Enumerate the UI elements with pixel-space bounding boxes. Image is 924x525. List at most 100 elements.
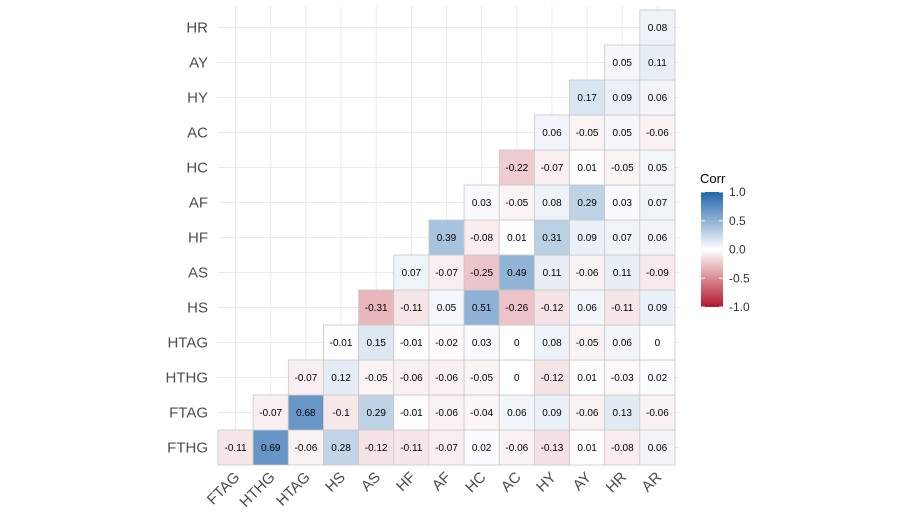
heatmap-cell-FTHG-AC	[498, 429, 535, 466]
cell-value-label: -0.09	[646, 268, 669, 279]
cell-value-label: 0.07	[648, 198, 668, 209]
heatmap-cell-HF-HC	[463, 219, 500, 256]
heatmap-cell-AS-HC	[463, 254, 500, 291]
heatmap-cell-HS-HY	[533, 289, 570, 326]
cell-value-label: 0.06	[507, 408, 527, 419]
heatmap-cell-AS-AR	[639, 254, 676, 291]
cell-value-label: -0.06	[294, 443, 317, 454]
heatmap-cell-AC-HY	[533, 114, 570, 151]
cell-value-label: -0.05	[470, 373, 493, 384]
cell-value-label: -0.13	[541, 443, 564, 454]
heatmap-cell-FTHG-HY	[533, 429, 570, 466]
heatmap-cell-FTAG-HTHG	[252, 394, 289, 431]
cell-value-label: -0.06	[646, 128, 669, 139]
heatmap-cell-HTAG-AF	[428, 324, 465, 361]
y-tick-label: HF	[188, 230, 208, 247]
heatmap-cell-HTAG-AY	[569, 324, 606, 361]
cell-value-label: 0.02	[648, 373, 668, 384]
heatmap-cell-FTHG-HS	[323, 429, 360, 466]
cell-value-label: -0.07	[541, 163, 564, 174]
x-tick-label: AF	[429, 469, 455, 495]
heatmap-cell-AS-AY	[569, 254, 606, 291]
y-tick-label: AF	[189, 195, 208, 212]
x-tick-label: HTHG	[236, 469, 278, 511]
cell-value-label: 0.08	[648, 23, 668, 34]
cell-value-label: 0.11	[543, 268, 562, 279]
cell-value-label: 0.07	[613, 233, 633, 244]
legend-tick-label: 1.0	[729, 185, 746, 199]
cell-value-label: 0	[514, 373, 520, 384]
x-tick-label: HF	[393, 469, 419, 495]
cell-value-label: -0.07	[435, 443, 458, 454]
cell-value-label: 0.03	[613, 198, 633, 209]
heatmap-cell-HS-AS	[358, 289, 395, 326]
heatmap-cell-FTHG-AS	[358, 429, 395, 466]
cell-value-label: 0.31	[542, 233, 562, 244]
y-tick-label: HY	[187, 90, 208, 107]
cell-value-label: -0.07	[294, 373, 317, 384]
heatmap-cell-FTAG-HY	[533, 394, 570, 431]
heatmap-cell-HS-HC	[463, 289, 500, 326]
cell-value-label: -0.1	[332, 408, 350, 419]
heatmap-cell-HF-AR	[639, 219, 676, 256]
cell-value-label: 0.51	[472, 303, 492, 314]
heatmap-cell-FTHG-HC	[463, 429, 500, 466]
cell-value-label: -0.03	[611, 373, 634, 384]
legend-tick-label: -1.0	[729, 300, 750, 314]
cell-value-label: 0.09	[613, 93, 633, 104]
y-tick-label: HR	[186, 20, 208, 37]
y-axis-labels: FTHG FTAG HTHG HTAG HS AS HF AF HC AC HY AY HR	[166, 20, 209, 457]
cell-value-label: 0.39	[437, 233, 457, 244]
heatmap-cell-HTHG-HY	[533, 359, 570, 396]
cell-value-label: -0.06	[435, 408, 458, 419]
cell-value-label: 0.05	[648, 163, 668, 174]
heatmap-cell-FTHG-AR	[639, 429, 676, 466]
cell-value-label: 0.06	[648, 443, 668, 454]
cell-value-label: -0.04	[470, 408, 493, 419]
heatmap-cell-AS-HR	[604, 254, 641, 291]
y-tick-label: AC	[187, 125, 208, 142]
x-tick-label: AY	[570, 469, 595, 494]
cell-value-label: 0.01	[577, 443, 597, 454]
cell-value-label: -0.08	[611, 443, 634, 454]
heatmap-cell-HY-AY	[569, 79, 606, 116]
heatmap-cell-FTHG-HR	[604, 429, 641, 466]
cell-value-label: 0.28	[331, 443, 351, 454]
cell-value-label: 0.03	[472, 198, 492, 209]
heatmap-cell-HTHG-AS	[358, 359, 395, 396]
cell-value-label: -0.06	[505, 443, 528, 454]
heatmap-cell-AF-AR	[639, 184, 676, 221]
y-tick-label: AS	[188, 265, 208, 282]
cell-value-label: -0.12	[541, 373, 564, 384]
cell-value-label: -0.11	[400, 443, 422, 454]
cell-value-label: 0.13	[613, 408, 633, 419]
cell-value-label: 0.05	[613, 128, 633, 139]
heatmap-cell-HTAG-HF	[393, 324, 430, 361]
cell-value-label: 0.06	[577, 303, 597, 314]
cell-value-label: -0.06	[646, 408, 669, 419]
x-tick-label: HTAG	[273, 469, 314, 510]
x-tick-label: HY	[533, 469, 560, 496]
cell-value-label: 0.01	[577, 163, 597, 174]
cell-value-label: 0.09	[648, 303, 668, 314]
cell-value-label: 0.01	[507, 233, 527, 244]
cell-value-label: 0.49	[507, 268, 527, 279]
y-tick-label: HC	[186, 160, 208, 177]
heatmap-cell-HS-AC	[498, 289, 535, 326]
cell-value-label: -0.12	[541, 303, 564, 314]
heatmap-cell-FTHG-AY	[569, 429, 606, 466]
cell-value-label: 0.05	[437, 303, 457, 314]
cell-value-label: 0.05	[613, 58, 633, 69]
x-tick-label: HR	[603, 469, 630, 496]
cell-value-label: 0.11	[648, 58, 667, 69]
heatmap-cell-HC-AY	[569, 149, 606, 186]
heatmap-cell-AS-AC	[498, 254, 535, 291]
cell-value-label: -0.01	[330, 338, 353, 349]
y-tick-label: HTHG	[166, 370, 209, 387]
cell-value-label: -0.31	[365, 303, 388, 314]
cell-value-label: 0.01	[577, 373, 597, 384]
heatmap-cell-HY-AR	[639, 79, 676, 116]
y-tick-label: FTAG	[169, 405, 208, 422]
